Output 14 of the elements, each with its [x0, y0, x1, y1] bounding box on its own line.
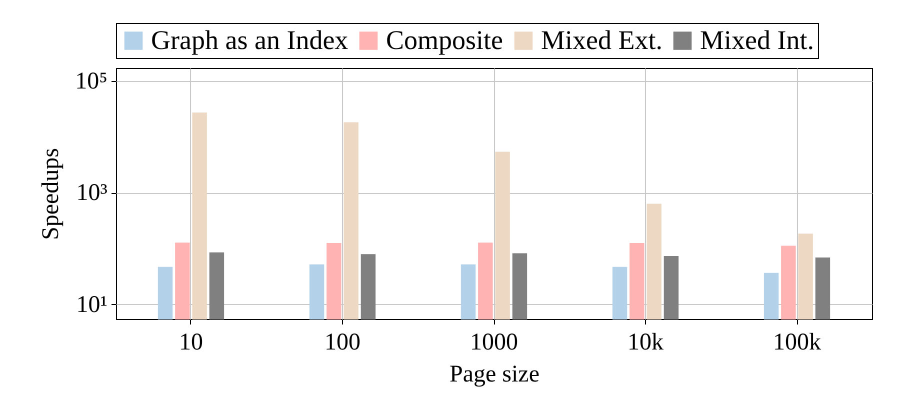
legend-label: Mixed Int. — [700, 24, 814, 55]
x-tick-label: 10 — [178, 330, 203, 356]
y-tick-label: 10¹ — [76, 292, 108, 318]
y-tick-label: 10⁵ — [75, 68, 108, 94]
legend-label: Graph as an Index — [151, 24, 349, 55]
x-tick-label: 10k — [628, 330, 664, 356]
x-tick-label: 1000 — [470, 330, 518, 356]
y-axis-title: Speedups — [38, 148, 64, 240]
y-tick-label: 10³ — [76, 180, 108, 206]
legend-label: Mixed Ext. — [541, 24, 662, 55]
x-axis-title: Page size — [450, 362, 540, 388]
legend-label: Composite — [386, 24, 504, 55]
x-tick-label: 100k — [773, 330, 822, 356]
x-tick-label: 100 — [324, 330, 360, 356]
